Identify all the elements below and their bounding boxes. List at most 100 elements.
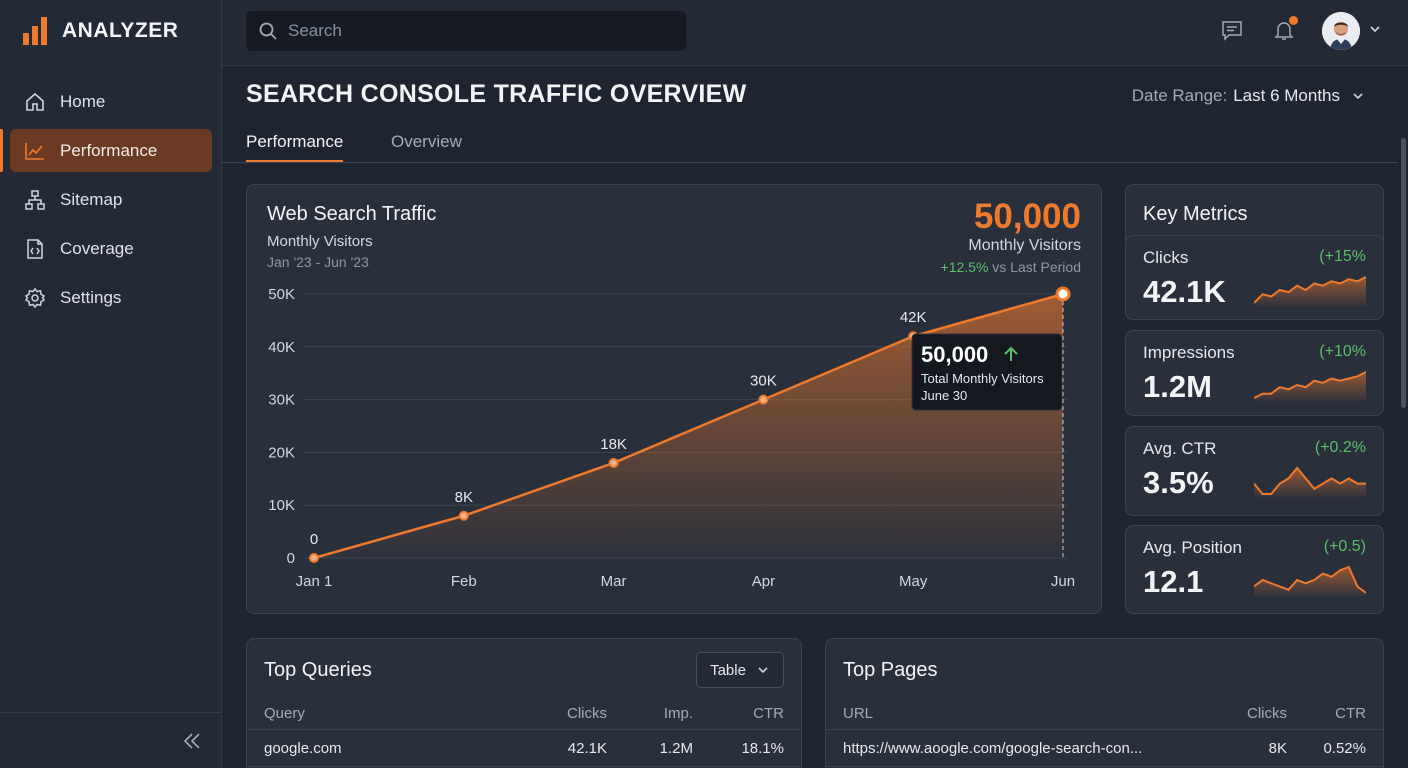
app-logo[interactable]: ANALYZER [22, 14, 178, 48]
avatar[interactable] [1322, 12, 1360, 50]
file-code-icon [24, 238, 46, 260]
sidebar-footer [0, 712, 222, 768]
sidebar-item-home[interactable]: Home [10, 80, 212, 123]
sparkline-line [1254, 276, 1366, 304]
x-tick-label: Mar [601, 573, 627, 590]
metric-change: (+15% [1319, 248, 1366, 265]
notifications-button[interactable] [1272, 16, 1298, 44]
data-point [608, 457, 619, 468]
scrollbar[interactable] [1398, 66, 1408, 768]
tooltip-box [911, 333, 1063, 411]
column-header[interactable]: Clicks [1247, 705, 1287, 722]
view-select-value: Table [710, 661, 746, 679]
traffic-chart: 0 10K 20K 30K 40K 50K Jan 1 Feb Mar Apr May Jun 0 8K 1… [268, 286, 1075, 590]
messages-button[interactable] [1220, 18, 1246, 44]
metric-sparkline [1254, 466, 1366, 497]
metric-sparkline [1254, 276, 1366, 306]
sidebar-item-settings[interactable]: Settings [10, 276, 212, 319]
arrow-up-icon [1004, 346, 1018, 361]
metric-sparkline [1254, 565, 1366, 596]
data-label: 8K [455, 489, 473, 506]
x-tick-label: Feb [451, 573, 477, 590]
chart-line-icon [24, 140, 46, 162]
chart-title: Web Search Traffic [267, 203, 437, 225]
home-icon [24, 91, 46, 113]
metric-card-clicks[interactable]: Clicks (+15% 42.1K [1125, 235, 1384, 320]
metric-name: Avg. CTR [1143, 439, 1217, 458]
sitemap-icon [24, 189, 46, 211]
user-avatar-icon [1322, 12, 1360, 50]
scrollbar-thumb[interactable] [1401, 138, 1406, 408]
area-fill [314, 294, 1063, 558]
column-header[interactable]: Query [264, 705, 305, 722]
column-header[interactable]: Imp. [663, 705, 693, 722]
y-tick-label: 50K [268, 286, 295, 303]
sidebar-item-label: Home [60, 91, 106, 111]
sparkline-line [1254, 466, 1366, 495]
visitors-change-text: vs Last Period [992, 259, 1081, 275]
sidebar-item-label: Coverage [60, 238, 134, 258]
date-range-select[interactable]: Date Range: Last 6 Months [1132, 86, 1366, 106]
metric-card-position[interactable]: Avg. Position (+0.5) 12.1 [1125, 525, 1384, 614]
metric-value: 42.1K [1143, 274, 1226, 309]
date-range-label: Date Range: [1131, 86, 1228, 105]
metric-card-impressions[interactable]: Impressions (+10% 1.2M [1125, 330, 1384, 416]
tab-performance[interactable]: Performance [246, 132, 344, 162]
ctr-cell: 18.1% [741, 740, 784, 757]
account-menu-button[interactable] [1368, 22, 1382, 36]
tab-overview[interactable]: Overview [391, 132, 462, 151]
url-cell: https://www.aoogle.com/google-search-con… [843, 740, 1143, 757]
column-header[interactable]: CTR [1335, 705, 1366, 722]
sparkline-area [1254, 372, 1366, 401]
data-point [309, 553, 319, 563]
metric-value: 12.1 [1143, 564, 1204, 599]
top-pages-card: Top Pages URL Clicks CTR https://www.aoo… [825, 638, 1384, 768]
y-tick-label: 30K [268, 392, 295, 409]
sparkline-line [1254, 565, 1366, 594]
column-header[interactable]: CTR [753, 705, 784, 722]
logo-bars-icon [23, 17, 47, 45]
data-label: 42K [900, 309, 927, 326]
data-point [458, 510, 469, 521]
sidebar-item-label: Performance [60, 140, 158, 160]
chevrons-left-icon [183, 733, 200, 749]
sidebar-nav: Home Performance Sitemap Coverage Settin… [0, 80, 222, 325]
table-row[interactable]: google.com 42.1K 1.2M 18.1% [247, 731, 801, 767]
sidebar-item-performance[interactable]: Performance [0, 129, 212, 172]
visitors-change-value: +12.5% [940, 259, 989, 275]
metric-name: Clicks [1143, 248, 1189, 267]
search-input[interactable] [288, 21, 668, 41]
metric-change: (+10% [1319, 343, 1366, 360]
sparkline-area [1254, 567, 1366, 596]
y-tick-label: 40K [268, 339, 295, 356]
table-header: URL Clicks CTR [826, 703, 1383, 730]
sidebar-item-coverage[interactable]: Coverage [10, 227, 212, 270]
bell-icon [1274, 22, 1294, 40]
sidebar-item-label: Settings [60, 287, 122, 307]
sidebar-item-sitemap[interactable]: Sitemap [10, 178, 212, 221]
page-tabs: Performance Overview [222, 126, 1398, 163]
metric-name: Impressions [1143, 343, 1235, 362]
sidebar: ANALYZER Home Performance Sitemap Covera… [0, 0, 222, 768]
y-tick-label: 0 [287, 550, 295, 567]
collapse-sidebar-button[interactable] [180, 729, 204, 753]
metric-change: (+0.5) [1323, 538, 1366, 555]
data-point [1055, 286, 1071, 302]
x-tick-label: Apr [752, 573, 775, 590]
table-row[interactable]: https://www.aoogle.com/google-search-con… [826, 731, 1383, 767]
sparkline-area [1254, 277, 1366, 306]
column-header[interactable]: Clicks [567, 705, 607, 722]
impressions-cell: 1.2M [659, 740, 693, 757]
key-metrics-title: Key Metrics [1143, 203, 1248, 225]
search-box[interactable] [246, 11, 686, 51]
sparkline-line [1254, 371, 1366, 399]
x-tick-label: May [899, 573, 928, 590]
key-metrics-panel: Key Metrics Clicks (+15% 42.1K Impressio… [1125, 184, 1384, 614]
data-label: 30K [750, 373, 777, 390]
view-select[interactable]: Table [696, 652, 784, 688]
chevron-down-icon [1370, 26, 1380, 33]
metric-card-ctr[interactable]: Avg. CTR (+0.2% 3.5% [1125, 426, 1384, 516]
tooltip-date: June 30 [921, 388, 967, 403]
column-header[interactable]: URL [843, 705, 874, 722]
metric-name: Avg. Position [1143, 538, 1242, 557]
